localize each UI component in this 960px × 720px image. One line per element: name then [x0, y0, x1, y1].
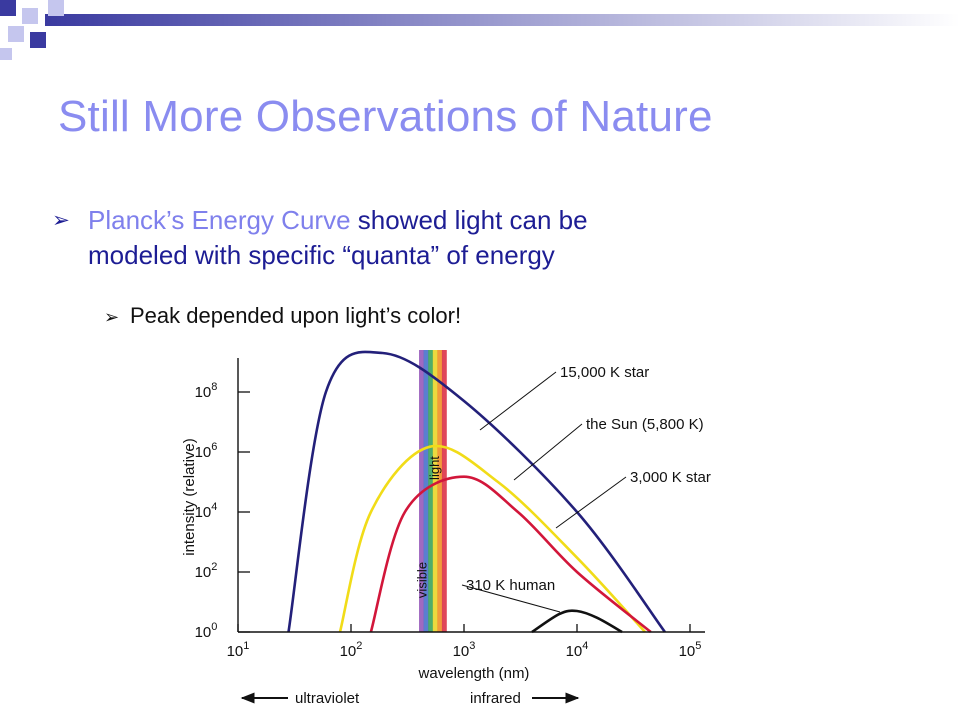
x-tick-label: 105 — [679, 640, 702, 660]
visible-band-stripe — [437, 350, 443, 632]
x-tick-label: 104 — [566, 640, 589, 660]
series-label: 310 K human — [466, 577, 555, 594]
callout-leader-line — [555, 476, 627, 529]
y-tick-label: 108 — [195, 381, 218, 401]
series-label: the Sun (5,800 K) — [586, 416, 704, 433]
bullet-text: Planck’s Energy Curve showed light can b… — [88, 203, 852, 273]
y-tick-label: 106 — [195, 441, 218, 461]
sub-bullet-item: ➢ Peak depended upon light’s color! — [104, 298, 461, 335]
infrared-label: infrared — [470, 690, 521, 707]
series-label: 3,000 K star — [630, 469, 711, 486]
decor-square — [22, 8, 38, 24]
corner-decoration — [0, 0, 960, 60]
page-title: Still More Observations of Nature — [58, 92, 713, 141]
series-line-the-sun-5-800-k- — [338, 444, 646, 633]
decor-square — [0, 0, 16, 16]
callout-leader-line — [479, 371, 557, 431]
callout-leader-line — [461, 584, 561, 613]
arrow-bullet-icon: ➢ — [52, 208, 70, 232]
decor-square — [8, 26, 24, 42]
arrow-bullet-icon: ➢ — [104, 307, 120, 327]
visible-band-stripe — [432, 350, 438, 632]
decor-square — [48, 0, 64, 16]
x-tick-label: 102 — [340, 640, 363, 660]
x-tick-label: 103 — [453, 640, 476, 660]
y-tick-label: 100 — [195, 621, 218, 641]
visible-band-stripe — [441, 350, 447, 632]
series-line-3-000-k-star — [369, 475, 652, 634]
bullet-line1: showed light can be — [350, 205, 588, 235]
bullet-item: ➢ Planck’s Energy Curve showed light can… — [52, 203, 852, 273]
bullet-highlight: Planck’s Energy Curve — [88, 205, 351, 235]
bullet-line2: modeled with specific “quanta” of energy — [88, 240, 555, 270]
series-line-310-k-human — [531, 609, 623, 634]
visible-label: visible — [414, 562, 429, 598]
y-tick-label: 102 — [195, 561, 218, 581]
series-label: 15,000 K star — [560, 364, 649, 381]
y-tick-label: 104 — [195, 501, 218, 521]
visible-band-stripe — [423, 350, 429, 632]
header-bar — [45, 14, 960, 26]
sub-bullet-text: Peak depended upon light’s color! — [130, 303, 462, 328]
decor-square — [30, 32, 46, 48]
series-line-15-000-k-star — [287, 350, 666, 633]
callout-leader-line — [513, 423, 583, 481]
ultraviolet-label: ultraviolet — [295, 690, 360, 707]
visible-band-stripe — [428, 350, 434, 632]
decor-square — [0, 48, 12, 60]
planck-chart: visible light 101 102 103 104 105 100 102 104 106… — [181, 350, 711, 707]
x-axis-label: wavelength (nm) — [418, 665, 530, 682]
y-axis-label: intensity (relative) — [181, 438, 198, 556]
x-tick-label: 101 — [227, 640, 250, 660]
light-label: light — [427, 456, 442, 480]
